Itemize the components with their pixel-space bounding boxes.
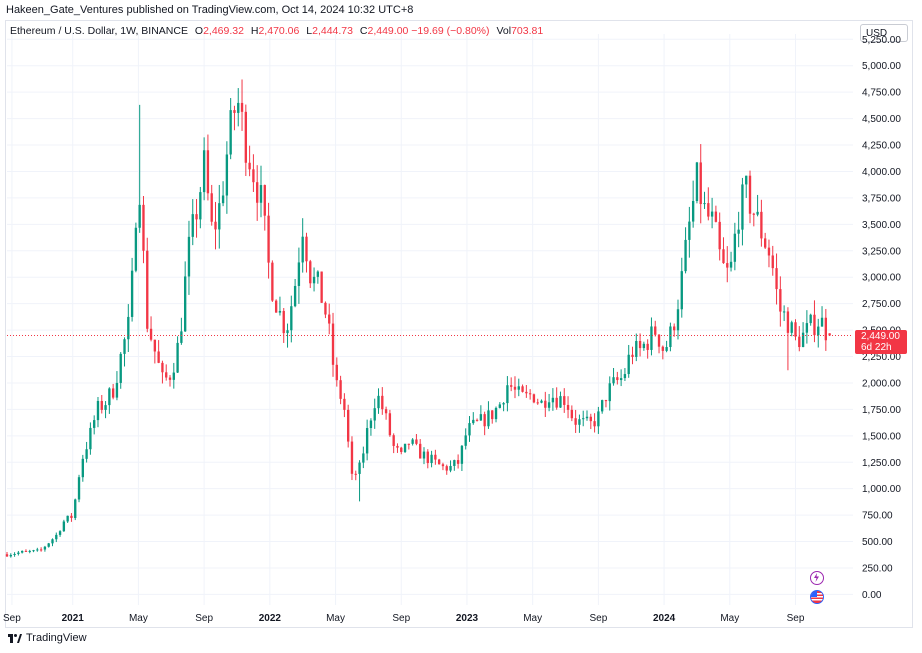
bar-countdown: 6d 22h [861, 342, 892, 353]
footer-brand[interactable]: TradingView [8, 632, 87, 644]
publisher-line: Hakeen_Gate_Ventures published on Tradin… [6, 4, 414, 16]
open-label: O [194, 25, 204, 37]
us-flag-icon[interactable] [810, 590, 824, 604]
open-value: 2,469.32 [203, 25, 244, 37]
low-label: L [306, 25, 313, 37]
last-price-value: 2,449.00 [861, 331, 900, 342]
tradingview-brand-label: TradingView [26, 632, 87, 644]
lightning-icon[interactable] [810, 571, 824, 585]
ohlc-legend: Ethereum / U.S. Dollar, 1W, BINANCE O2,4… [10, 25, 543, 37]
volume-value: 703.81 [511, 25, 544, 37]
close-label: C [359, 25, 368, 37]
low-value: 2,444.73 [312, 25, 353, 37]
chart-frame [5, 20, 913, 628]
symbol-description[interactable]: Ethereum / U.S. Dollar, 1W, BINANCE [10, 25, 188, 37]
change-value: −19.69 (−0.80%) [411, 25, 490, 37]
high-value: 2,470.06 [258, 25, 300, 37]
tradingview-logo-icon [8, 633, 22, 643]
last-price-badge: 2,449.00 6d 22h [855, 330, 907, 354]
close-value: 2,449.00 [367, 25, 409, 37]
currency-selector-button[interactable]: USD [860, 24, 908, 42]
volume-label: Vol [496, 25, 512, 37]
high-label: H [250, 25, 259, 37]
